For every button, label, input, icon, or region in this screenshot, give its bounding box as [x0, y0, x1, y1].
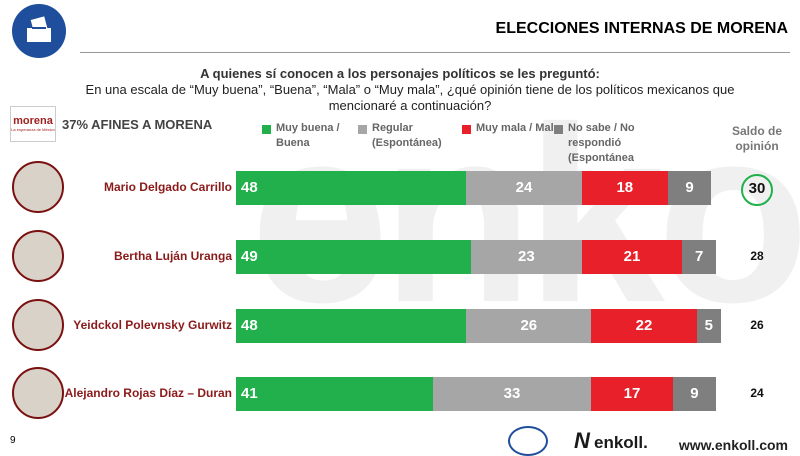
bar-segment	[672, 377, 716, 411]
bar-value-label: 48	[241, 317, 258, 334]
photo	[12, 161, 64, 213]
photo	[12, 299, 64, 351]
bar-segment	[591, 309, 697, 343]
bar-segment	[668, 171, 712, 205]
bar-segment	[236, 309, 467, 343]
bar-segment	[236, 377, 433, 411]
bar-segment	[581, 240, 683, 274]
question: En una escala de “Muy buena”, “Buena”, “…	[85, 82, 735, 113]
party-logo-tagline: La esperanza de México	[11, 127, 55, 132]
bar-segment	[236, 171, 467, 205]
amai-logo	[508, 426, 548, 456]
bar-value-label: 41	[241, 385, 258, 402]
balance-title: Saldo de opinión	[731, 124, 782, 153]
category-label: Mario Delgado Carrillo	[103, 180, 232, 194]
bar-segment	[696, 309, 721, 343]
ballot-icon	[27, 16, 51, 42]
legend-label: Regular (Espontánea)	[372, 122, 442, 149]
legend-swatch	[358, 125, 367, 134]
photo	[12, 367, 64, 419]
bar-value-label: 7	[695, 248, 704, 265]
legend-swatch	[554, 125, 563, 134]
footer-page: 9	[10, 435, 16, 446]
bar-value-label: 33	[503, 385, 521, 402]
party-logo: morena La esperanza de México	[10, 106, 56, 142]
bar-value-label: 48	[241, 179, 258, 196]
bar-value-label: 24	[515, 179, 533, 196]
legend-label: Muy buena / Buena	[276, 122, 340, 149]
bar-segment	[471, 240, 582, 274]
bar-value-label: 5	[704, 317, 713, 334]
bar-segment	[432, 377, 592, 411]
bar-value-label: 9	[690, 385, 699, 402]
bar-segment	[591, 377, 673, 411]
legend-label: No sabe / No respondió (Espontánea	[568, 122, 635, 164]
header-icon	[12, 4, 66, 58]
category-label: Yeidckol Polevnsky Gurwitz	[73, 318, 232, 332]
bar-segment	[581, 171, 668, 205]
bar-segment	[466, 309, 592, 343]
bar-segment	[682, 240, 716, 274]
bar-segment	[236, 240, 472, 274]
party-logo-name: morena	[13, 115, 53, 127]
bar-value-label: 49	[241, 248, 258, 265]
bar-value-label: 21	[623, 248, 641, 265]
chart-title: 37% AFINES A MORENA	[62, 117, 213, 132]
balance-value: 30	[748, 180, 766, 197]
watermark: enkoll.	[250, 75, 800, 354]
bar-value-label: 22	[635, 317, 653, 334]
bar-value-label: 18	[616, 179, 634, 196]
footer-logo: enkoll.	[594, 433, 648, 452]
bar-value-label: 26	[520, 317, 538, 334]
footer-logo-icon: N	[574, 428, 590, 453]
bar-value-label: 23	[518, 248, 535, 265]
balance-value: 26	[750, 318, 764, 332]
balance-value: 24	[750, 386, 764, 400]
balance-value: 28	[750, 249, 764, 263]
legend-swatch	[262, 125, 271, 134]
legend-swatch	[462, 125, 471, 134]
bar-segment	[466, 171, 582, 205]
photo	[12, 230, 64, 282]
header-title: ELECCIONES INTERNAS DE MORENA	[495, 20, 788, 37]
header-rule	[80, 52, 790, 53]
legend-label: Muy mala / Mala	[476, 122, 560, 134]
footer-url: www.enkoll.com	[678, 437, 788, 453]
balance-highlight	[741, 174, 773, 206]
category-label: Bertha Luján Uranga	[113, 249, 232, 263]
question-intro: A quienes sí conocen a los personajes po…	[200, 66, 600, 81]
category-label: Alejandro Rojas Díaz – Duran	[64, 386, 232, 400]
bar-value-label: 9	[685, 179, 694, 196]
bar-value-label: 17	[623, 385, 641, 402]
